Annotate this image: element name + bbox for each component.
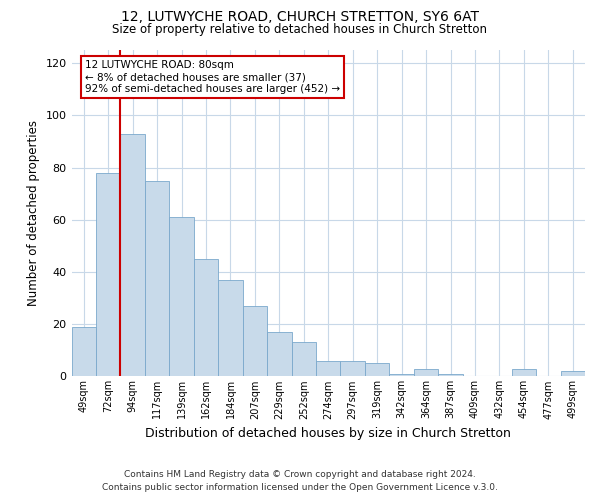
Bar (169, 217, 194, 376)
Bar (414, 368, 438, 376)
Bar (242, 306, 267, 376)
Bar (560, 371, 585, 376)
Bar (218, 280, 242, 376)
Text: 12, LUTWYCHE ROAD, CHURCH STRETTON, SY6 6AT: 12, LUTWYCHE ROAD, CHURCH STRETTON, SY6 … (121, 10, 479, 24)
Bar (316, 360, 340, 376)
Bar (71, 327, 96, 376)
Bar (340, 360, 365, 376)
Bar (292, 342, 316, 376)
Y-axis label: Number of detached properties: Number of detached properties (27, 120, 40, 306)
Text: Contains HM Land Registry data © Crown copyright and database right 2024.
Contai: Contains HM Land Registry data © Crown c… (102, 470, 498, 492)
Bar (365, 364, 389, 376)
Bar (121, 134, 145, 376)
Bar (267, 332, 292, 376)
Bar (96, 172, 121, 376)
Bar (145, 180, 169, 376)
Text: 12 LUTWYCHE ROAD: 80sqm
← 8% of detached houses are smaller (37)
92% of semi-det: 12 LUTWYCHE ROAD: 80sqm ← 8% of detached… (85, 60, 340, 94)
X-axis label: Distribution of detached houses by size in Church Stretton: Distribution of detached houses by size … (145, 427, 511, 440)
Bar (194, 259, 218, 376)
Text: Size of property relative to detached houses in Church Stretton: Size of property relative to detached ho… (113, 22, 487, 36)
Bar (512, 368, 536, 376)
Bar (389, 374, 414, 376)
Bar (438, 374, 463, 376)
